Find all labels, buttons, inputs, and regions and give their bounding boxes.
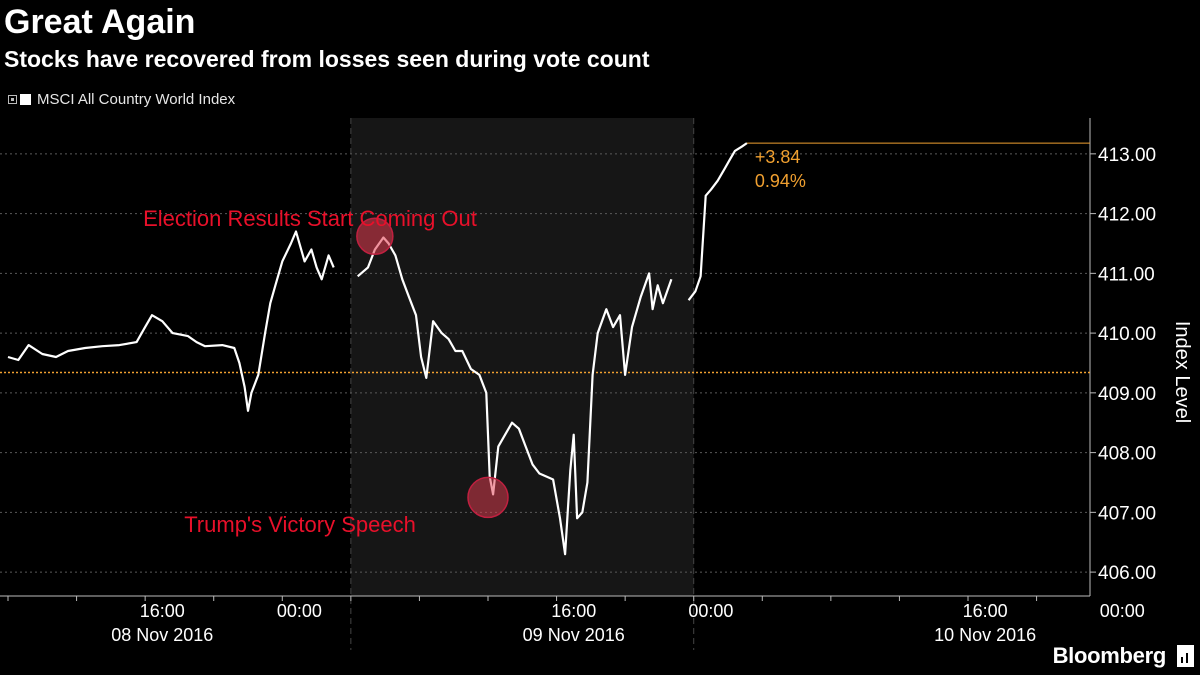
x-date-label: 08 Nov 2016 <box>111 625 213 645</box>
annotation-marker <box>356 217 394 256</box>
x-tick-label: 00:00 <box>277 601 322 621</box>
legend-swatch <box>20 94 31 105</box>
legend-toggle-icon[interactable] <box>8 95 17 104</box>
y-tick-label: 408.00 <box>1098 444 1156 465</box>
brand-logo: Bloomberg <box>1052 643 1167 668</box>
brand-terminal-icon <box>1177 645 1194 667</box>
change-label: +3.84 <box>755 147 801 167</box>
legend-label: MSCI All Country World Index <box>37 91 236 108</box>
x-date-label: 09 Nov 2016 <box>523 625 625 645</box>
chart-subtitle: Stocks have recovered from losses seen d… <box>4 46 650 72</box>
chart-title: Great Again <box>4 3 196 41</box>
series-line <box>7 230 335 412</box>
x-tick-label: 16:00 <box>140 601 185 621</box>
y-tick-label: 412.00 <box>1098 205 1156 226</box>
y-tick-label: 406.00 <box>1098 563 1156 584</box>
x-tick-label: 16:00 <box>551 601 596 621</box>
x-tick-label: 00:00 <box>688 601 733 621</box>
shaded-day-region <box>350 118 694 596</box>
y-tick-label: 409.00 <box>1098 384 1156 405</box>
legend: MSCI All Country World Index <box>8 91 235 108</box>
x-tick-label: 00:00 <box>1100 601 1145 621</box>
y-axis-title: Index Level <box>1171 321 1193 423</box>
annotation-label: Trump's Victory Speech <box>184 512 416 537</box>
y-tick-label: 410.00 <box>1098 324 1156 345</box>
annotation-label: Election Results Start Coming Out <box>143 206 477 231</box>
series-line <box>356 236 673 556</box>
series-line <box>687 142 748 301</box>
y-tick-label: 413.00 <box>1098 145 1156 166</box>
x-date-label: 10 Nov 2016 <box>934 625 1036 645</box>
x-tick-label: 16:00 <box>963 601 1008 621</box>
annotation-marker <box>467 476 509 519</box>
change-pct-label: 0.94% <box>755 171 806 191</box>
y-tick-label: 411.00 <box>1098 264 1155 285</box>
y-tick-label: 407.00 <box>1098 503 1156 524</box>
